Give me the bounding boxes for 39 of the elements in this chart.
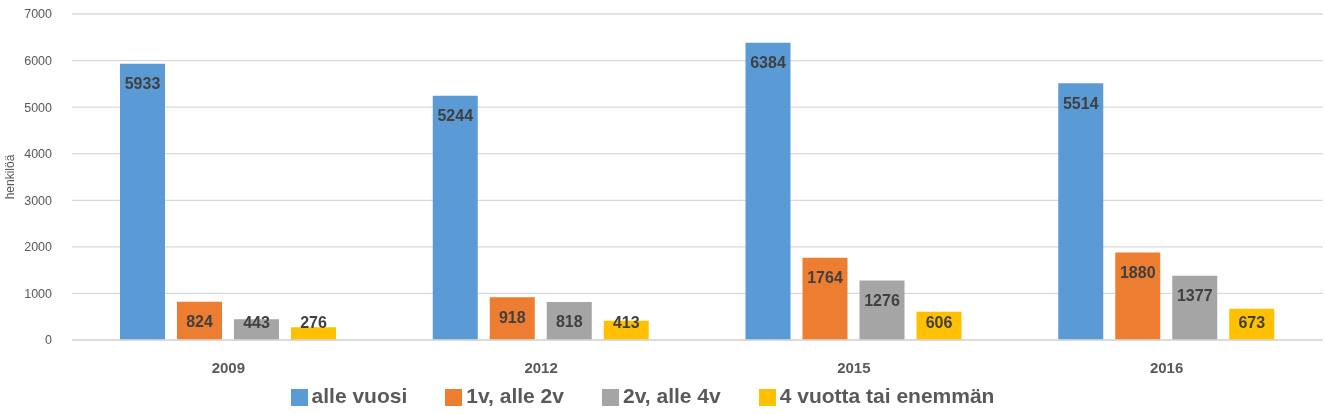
y-tick-label: 6000 [24, 54, 53, 69]
bar [802, 257, 848, 340]
y-tick-label: 2000 [24, 240, 53, 255]
legend-label: 2v, alle 4v [622, 384, 721, 407]
y-tick-label: 4000 [24, 147, 53, 162]
data-label: 1764 [807, 269, 843, 287]
data-label: 5514 [1062, 94, 1099, 112]
x-tick-label: 2012 [524, 358, 558, 376]
bar [291, 327, 336, 340]
data-label: 276 [300, 313, 327, 331]
data-label: 5244 [437, 107, 474, 125]
y-tick-label: 5000 [24, 100, 53, 115]
y-axis-title: henkilöä [3, 154, 18, 200]
y-tick-label: 3000 [24, 193, 53, 208]
bar [1058, 83, 1104, 340]
legend-label: alle vuosi [311, 384, 408, 407]
y-tick-label: 0 [45, 333, 53, 348]
data-label: 5933 [124, 75, 161, 93]
x-tick-label: 2009 [211, 358, 246, 376]
data-label: 1276 [864, 292, 900, 310]
data-label: 818 [555, 313, 583, 331]
data-label: 918 [498, 308, 526, 326]
data-label: 824 [186, 313, 213, 331]
data-label: 1880 [1119, 263, 1156, 281]
x-tick-label: 2016 [1149, 358, 1184, 376]
bar [1172, 275, 1218, 340]
legend-label: 4 vuotta tai enemmän [779, 384, 995, 407]
bar [432, 95, 478, 340]
data-label: 673 [1238, 313, 1266, 331]
x-tick-label: 2015 [837, 358, 871, 376]
data-label: 6384 [750, 54, 786, 72]
legend-label: 1v, alle 2v [466, 384, 564, 407]
bar [1115, 252, 1161, 340]
data-label: 1377 [1176, 287, 1213, 305]
y-tick-label: 7000 [24, 7, 53, 22]
bar [120, 63, 165, 340]
bar [745, 42, 791, 340]
data-label: 606 [925, 313, 953, 331]
y-tick-label: 1000 [24, 286, 53, 301]
